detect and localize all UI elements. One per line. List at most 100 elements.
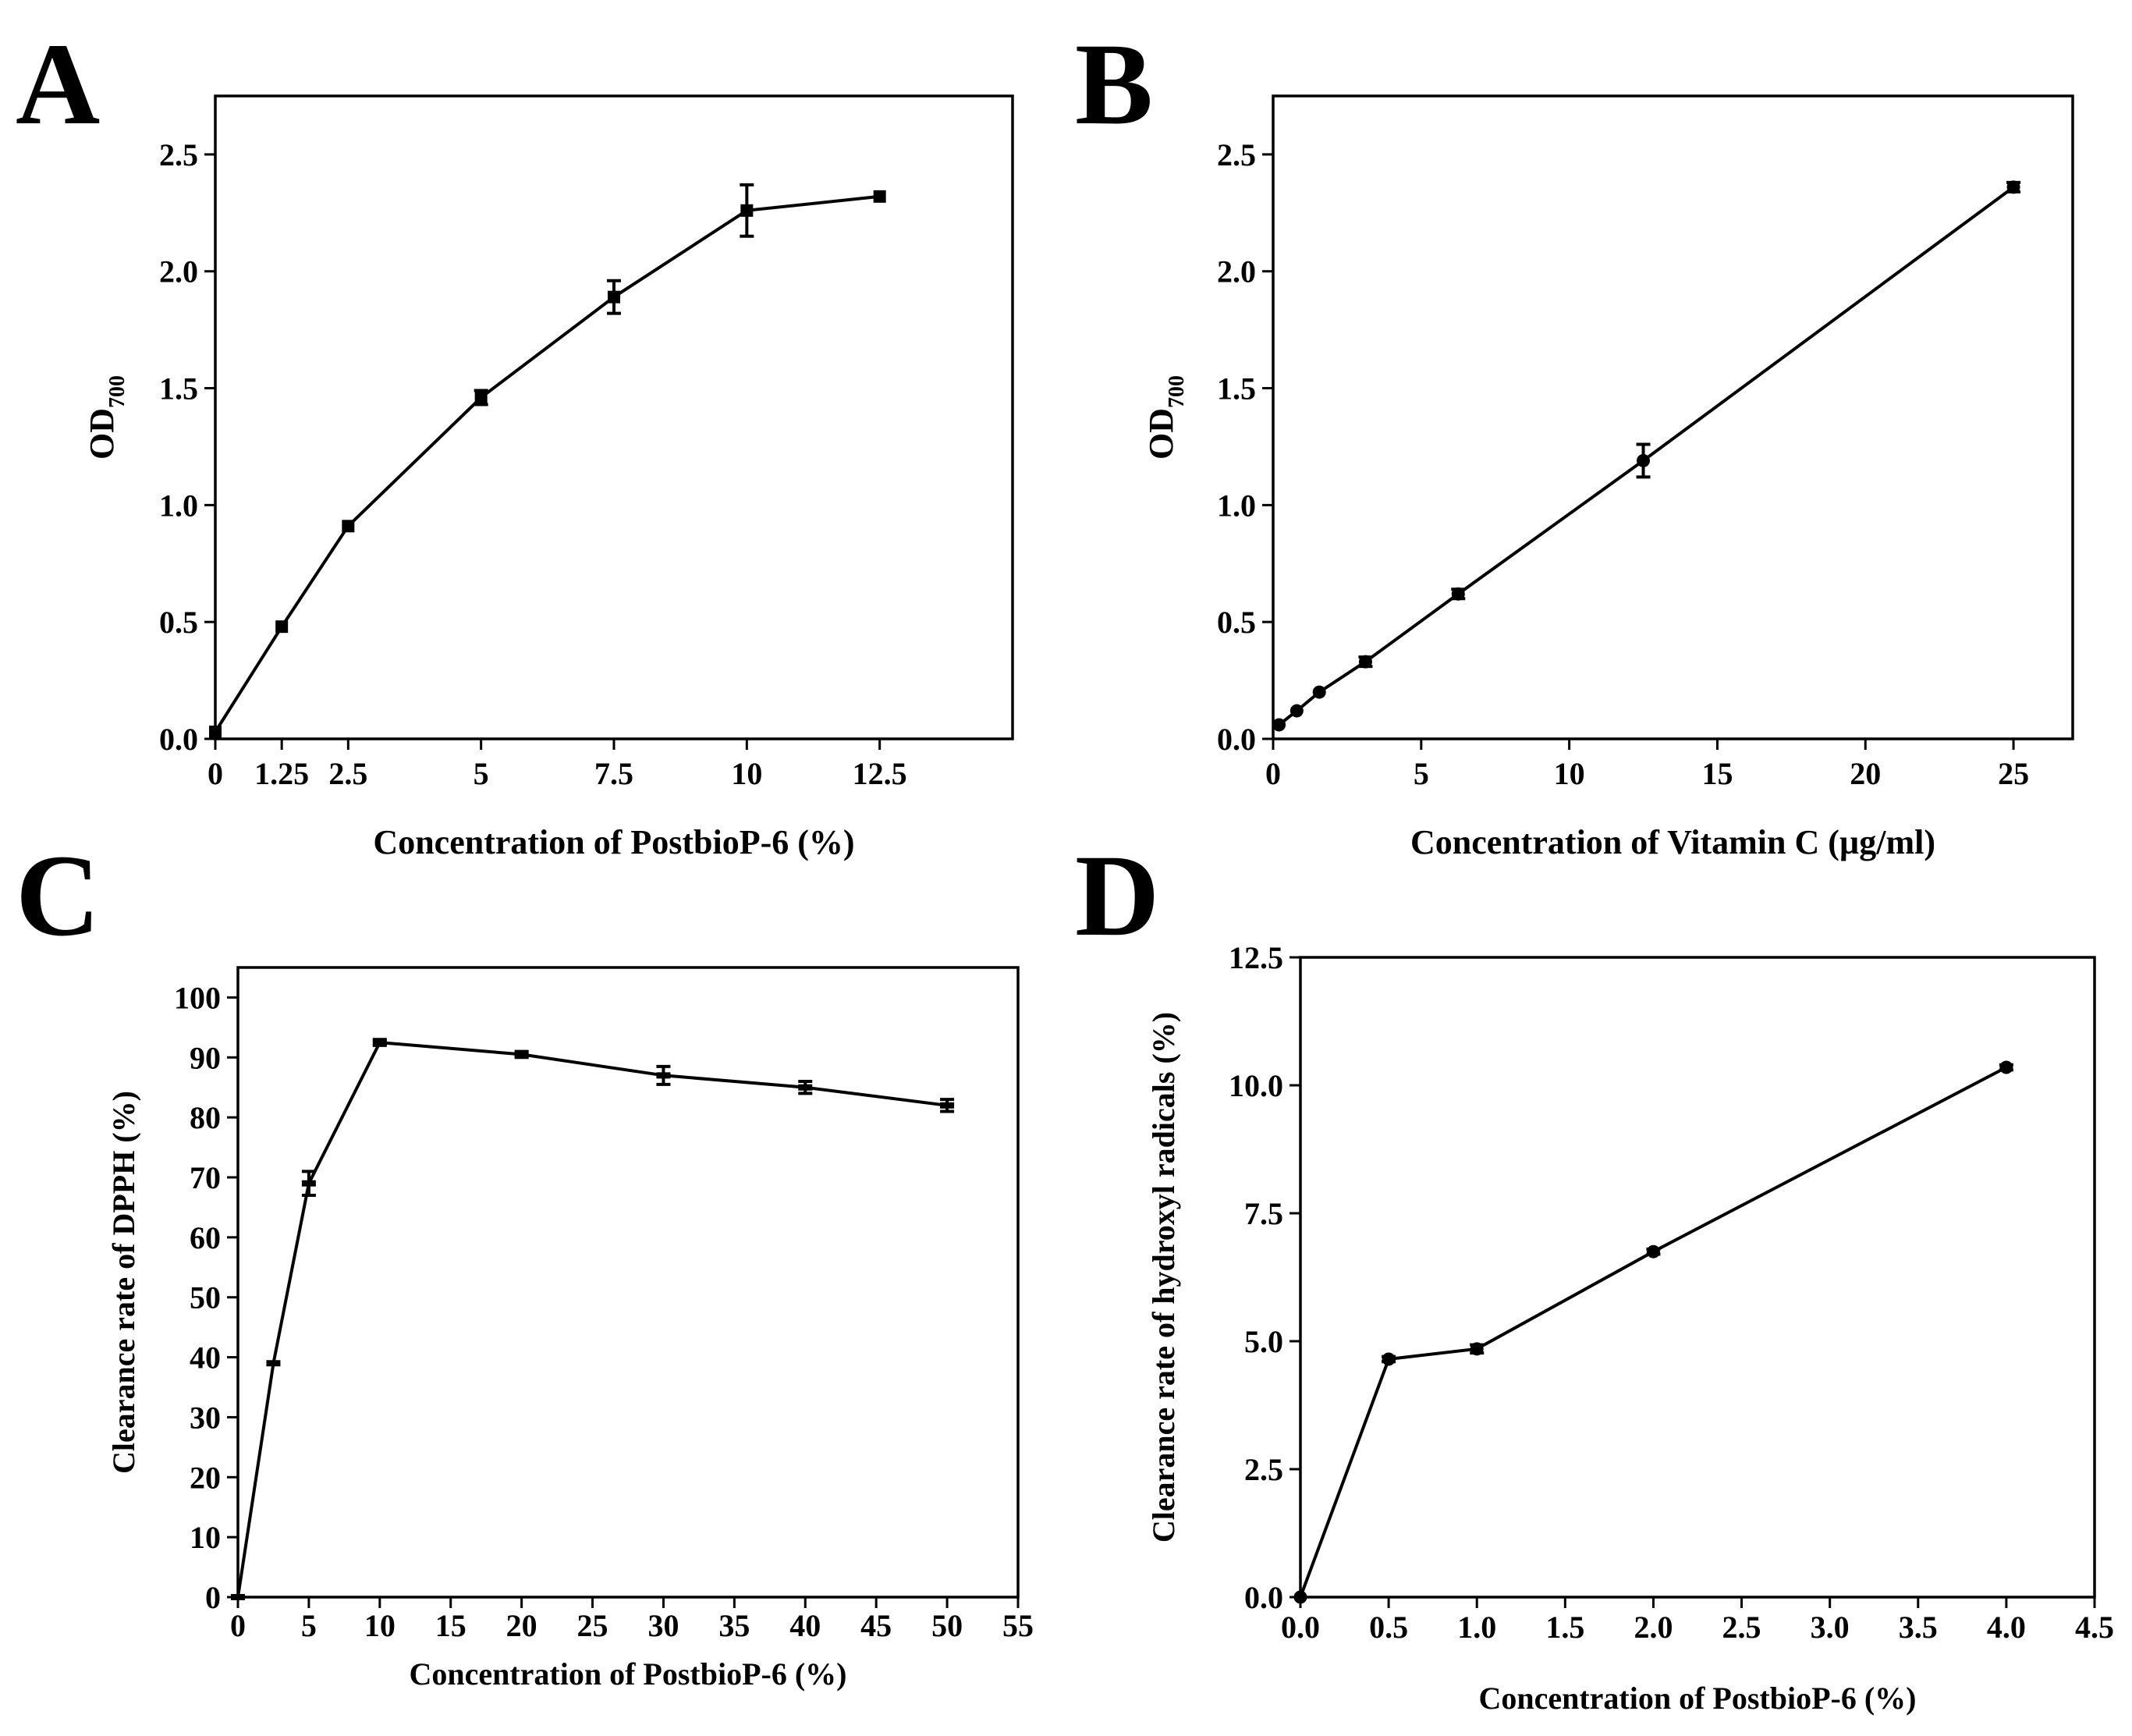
- data-point: [514, 1051, 529, 1058]
- data-point: [266, 1360, 281, 1367]
- plot-frame: [1299, 956, 2096, 1599]
- x-tick-label: 40: [789, 1608, 821, 1643]
- y-tick-label: 0.5: [159, 605, 198, 640]
- y-axis-label-subscript: 700: [105, 375, 129, 408]
- x-axis-label: Concentration of PostbioP-6 (%): [373, 823, 854, 861]
- x-tick-label: 0: [1265, 756, 1281, 791]
- data-point: [474, 391, 488, 404]
- y-tick-label: 10.0: [1229, 1068, 1283, 1103]
- y-tick-label: 2.5: [1217, 137, 1256, 172]
- x-tick-label: 0.0: [1281, 1610, 1320, 1645]
- x-tick-label: 0.5: [1369, 1610, 1408, 1645]
- x-tick-label: 25: [577, 1608, 608, 1643]
- data-point: [1637, 453, 1651, 467]
- data-point: [1470, 1342, 1484, 1356]
- x-tick-label: 10: [731, 756, 762, 791]
- data-point: [740, 204, 754, 217]
- x-tick-label: 15: [1701, 756, 1733, 791]
- data-point: [1312, 685, 1326, 699]
- y-tick-label: 0.0: [1217, 722, 1256, 757]
- y-axis-label: Clearance rate of hydroxyl radicals (%): [1146, 1012, 1181, 1543]
- x-tick-label: 0: [230, 1608, 246, 1643]
- x-tick-label: 2.5: [328, 756, 367, 791]
- x-tick-label: 20: [1850, 756, 1881, 791]
- y-axis-label-main: OD: [83, 408, 121, 460]
- x-tick-label: 5: [474, 756, 489, 791]
- x-tick-label: 15: [435, 1608, 466, 1643]
- y-tick-label: 20: [190, 1460, 221, 1495]
- x-tick-label: 2.5: [1722, 1610, 1761, 1645]
- data-point: [873, 190, 886, 203]
- x-tick-label: 35: [718, 1608, 750, 1643]
- x-tick-label: 4.5: [2075, 1610, 2114, 1645]
- panel-label: D: [1075, 831, 1159, 960]
- data-point: [656, 1072, 671, 1079]
- y-tick-label: 1.0: [1217, 488, 1256, 523]
- series-line: [236, 1040, 948, 1598]
- y-tick-label: 0.5: [1217, 605, 1256, 640]
- y-tick-label: 80: [190, 1100, 221, 1135]
- data-point: [1293, 1590, 1307, 1604]
- y-tick-label: 2.5: [1244, 1452, 1283, 1487]
- plot-frame: [1272, 94, 2074, 740]
- data-point: [940, 1102, 955, 1109]
- y-tick-label: 0.0: [159, 722, 198, 757]
- x-tick-label: 10: [1554, 756, 1585, 791]
- y-tick-label: 50: [190, 1280, 221, 1315]
- x-tick-label: 3.0: [1811, 1610, 1850, 1645]
- y-tick-label: 7.5: [1244, 1196, 1283, 1231]
- x-tick-label: 3.5: [1899, 1610, 1938, 1645]
- x-tick-label: 4.0: [1987, 1610, 2026, 1645]
- data-point: [2006, 180, 2020, 194]
- y-tick-label: 2.5: [159, 137, 198, 172]
- y-tick-label: 12.5: [1229, 940, 1283, 975]
- data-point: [275, 620, 289, 634]
- x-tick-label: 5: [1414, 756, 1429, 791]
- x-tick-label: 0: [208, 756, 223, 791]
- y-tick-label: 40: [190, 1340, 221, 1376]
- data-point: [342, 520, 355, 533]
- y-axis-label: Clearance rate of DPPH (%): [106, 1091, 141, 1474]
- y-tick-label: 1.0: [159, 488, 198, 523]
- x-tick-label: 7.5: [594, 756, 633, 791]
- data-point: [1272, 718, 1286, 732]
- data-point: [231, 1594, 245, 1600]
- x-axis-label: Concentration of PostbioP-6 (%): [409, 1656, 846, 1692]
- data-point: [1289, 704, 1304, 718]
- x-tick-label: 2.0: [1634, 1610, 1673, 1645]
- x-tick-label: 1.0: [1457, 1610, 1496, 1645]
- data-point: [1382, 1352, 1396, 1366]
- y-axis-label: OD700: [83, 375, 129, 460]
- y-axis-label: OD700: [1142, 375, 1189, 460]
- x-tick-label: 1.5: [1545, 1610, 1584, 1645]
- series-line: [1299, 1066, 2007, 1598]
- panel-label: A: [16, 20, 100, 149]
- x-tick-label: 55: [1002, 1608, 1034, 1643]
- x-axis-label: Concentration of PostbioP-6 (%): [1478, 1681, 1916, 1716]
- x-tick-label: 50: [931, 1608, 963, 1643]
- panel-label: C: [16, 831, 100, 960]
- x-tick-label: 25: [1998, 756, 2029, 791]
- plot-frame: [236, 966, 1020, 1599]
- x-tick-label: 1.25: [254, 756, 309, 791]
- data-point: [1358, 655, 1372, 669]
- x-axis-label: Concentration of Vitamin C (µg/ml): [1410, 823, 1935, 861]
- panel-d: D 0.0 0.5 1.0 1.5 2.0 2.5 3.0 3.5 4.0 4.5 0.0 2.5 5.0…: [1075, 831, 2114, 1716]
- y-tick-label: 90: [190, 1040, 221, 1075]
- y-tick-label: 5.0: [1244, 1324, 1283, 1359]
- panel-a: A0 1.25 2.5 5 7.5 10 12.50.00.51.01.52.02.5Con…: [16, 20, 1014, 861]
- y-tick-label: 100: [174, 980, 221, 1015]
- y-axis-label-main: OD: [1142, 408, 1180, 460]
- panel-c: C 0 5 10 15 20 25 30 35 40 45 50 55 0 10 20 30 40 50 60 70 80…: [16, 831, 1034, 1692]
- data-point: [1999, 1060, 2013, 1074]
- x-tick-label: 10: [364, 1608, 396, 1643]
- panel-label: B: [1075, 20, 1153, 149]
- y-tick-label: 10: [190, 1520, 221, 1555]
- data-point: [798, 1084, 813, 1091]
- plot-frame: [214, 94, 1014, 740]
- x-tick-label: 45: [860, 1608, 892, 1643]
- y-tick-label: 2.0: [159, 254, 198, 289]
- y-axis-label-subscript: 700: [1165, 375, 1189, 408]
- y-tick-label: 60: [190, 1220, 221, 1255]
- data-point: [301, 1180, 316, 1187]
